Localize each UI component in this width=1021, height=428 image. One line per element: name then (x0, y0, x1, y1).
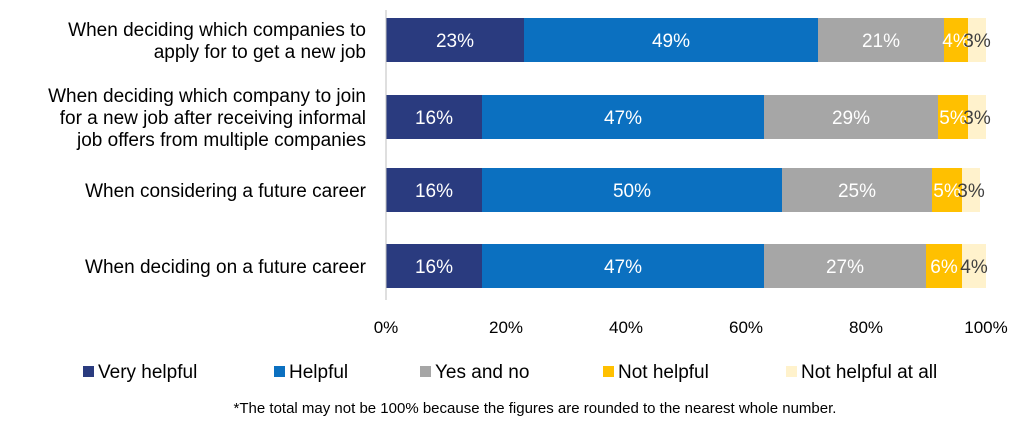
legend-label: Helpful (289, 362, 348, 383)
legend-swatch (274, 366, 285, 377)
data-label: 16% (415, 257, 453, 278)
data-label: 29% (832, 108, 870, 129)
category-label: When deciding on a future career (85, 257, 367, 278)
bar-segment (962, 168, 980, 212)
bar-segment (386, 168, 482, 212)
bar-segment (962, 244, 986, 288)
data-label: 47% (604, 257, 642, 278)
category-label: When deciding which companies to (68, 20, 366, 41)
legend: Very helpful Helpful Yes and no Not helpful… (83, 362, 937, 383)
x-tick-label: 60% (729, 318, 763, 337)
data-label: 5% (933, 181, 961, 202)
bars-group (386, 18, 986, 288)
data-label: 21% (862, 31, 900, 52)
bar-segment (524, 18, 818, 62)
footnote: *The total may not be 100% because the f… (234, 400, 837, 417)
data-label: 23% (436, 31, 474, 52)
category-label: When considering a future career (85, 181, 367, 202)
bar-segment (482, 168, 782, 212)
data-label: 4% (960, 257, 988, 278)
legend-swatch (83, 366, 94, 377)
bar-segment (932, 168, 962, 212)
legend-swatch (603, 366, 614, 377)
x-tick-labels-group: 0% 20% 40% 60% 80% 100% (374, 318, 1008, 337)
legend-swatch (420, 366, 431, 377)
x-tick-label: 0% (374, 318, 399, 337)
bar-segment (482, 244, 764, 288)
data-label: 27% (826, 257, 864, 278)
bar-segment (764, 95, 938, 139)
x-tick-label: 20% (489, 318, 523, 337)
data-label: 49% (652, 31, 690, 52)
data-label: 50% (613, 181, 651, 202)
bar-segment (386, 95, 482, 139)
bar-segment (386, 244, 482, 288)
data-label: 3% (957, 181, 985, 202)
category-label: job offers from multiple companies (76, 130, 366, 151)
category-label: for a new job after receiving informal (60, 108, 366, 129)
x-tick-label: 80% (849, 318, 883, 337)
bar-segment (968, 18, 986, 62)
data-label: 47% (604, 108, 642, 129)
bar-segment (926, 244, 962, 288)
bar-segment (386, 18, 524, 62)
legend-swatch (786, 366, 797, 377)
legend-label: Not helpful at all (801, 362, 937, 383)
bar-segment (764, 244, 926, 288)
data-label: 4% (942, 31, 970, 52)
legend-label: Yes and no (435, 362, 529, 383)
data-label: 25% (838, 181, 876, 202)
category-label: When deciding which company to join (48, 86, 366, 107)
segment-labels-group: 23% 49% 21% 4%3%16% 47% 29% 5%3%16% 50% 25% 5%3%1… (415, 31, 991, 278)
data-label: 16% (415, 181, 453, 202)
bar-segment (818, 18, 944, 62)
bar-segment (938, 95, 968, 139)
data-label: 6% (930, 257, 958, 278)
data-label: 3% (963, 31, 991, 52)
x-tick-label: 100% (964, 318, 1007, 337)
data-label: 3% (963, 108, 991, 129)
x-tick-label: 40% (609, 318, 643, 337)
legend-label: Very helpful (98, 362, 197, 383)
bar-segment (944, 18, 968, 62)
bar-segment (968, 95, 986, 139)
category-label: apply for to get a new job (154, 42, 366, 63)
data-label: 5% (939, 108, 967, 129)
legend-label: Not helpful (618, 362, 709, 383)
bar-segment (482, 95, 764, 139)
bar-segment (782, 168, 932, 212)
data-label: 16% (415, 108, 453, 129)
